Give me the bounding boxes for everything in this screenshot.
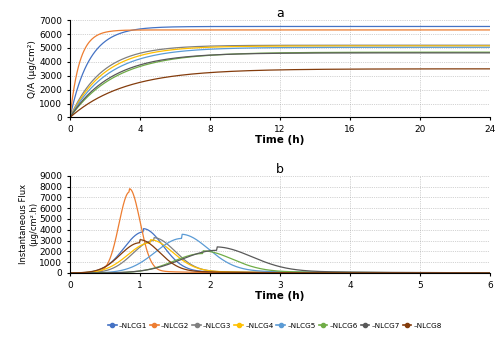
Y-axis label: Q/A (μg/cm²): Q/A (μg/cm²) <box>28 40 36 98</box>
Legend: –NLCG1, –NLCG2, –NLCG3, –NLCG4, –NLCG5, –NLCG6, –NLCG7, –NLCG8: –NLCG1, –NLCG2, –NLCG3, –NLCG4, –NLCG5, … <box>105 320 445 332</box>
X-axis label: Time (h): Time (h) <box>256 291 304 301</box>
X-axis label: Time (h): Time (h) <box>256 135 304 146</box>
Title: a: a <box>276 7 284 20</box>
Title: b: b <box>276 163 284 176</box>
Y-axis label: Instantaneous Flux
(μg/cm².h): Instantaneous Flux (μg/cm².h) <box>18 184 38 265</box>
